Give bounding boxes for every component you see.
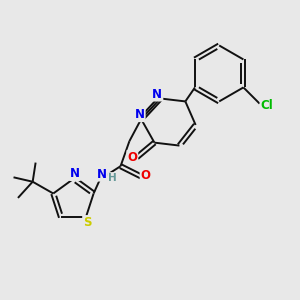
Text: N: N <box>152 88 162 100</box>
Text: N: N <box>96 168 106 181</box>
Text: N: N <box>70 167 80 180</box>
Text: O: O <box>127 151 137 164</box>
Text: H: H <box>108 173 117 183</box>
Text: S: S <box>83 216 92 229</box>
Text: Cl: Cl <box>261 99 273 112</box>
Text: O: O <box>141 169 151 182</box>
Text: N: N <box>135 108 145 121</box>
